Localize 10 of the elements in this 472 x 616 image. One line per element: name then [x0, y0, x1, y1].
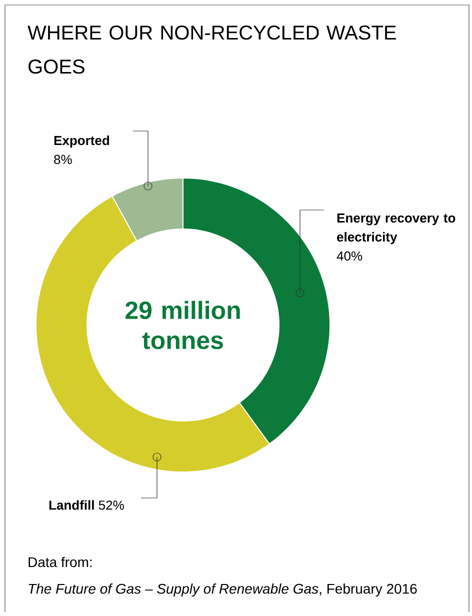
text: Data from: — [28, 556, 92, 568]
slice-label: Energy recovery to electricity — [337, 214, 456, 244]
text: The Future of Gas – Supply of Renewable Gas, February 2016 — [28, 583, 417, 597]
data-label: 52% — [98, 500, 124, 510]
data-label: 8% — [54, 154, 72, 164]
text: 29 million tonnes — [126, 300, 240, 350]
chart-title: WHERE OUR NON-RECYCLED WASTE GOES — [28, 26, 396, 74]
slice-label: Exported — [54, 136, 110, 148]
data-label: 40% — [336, 251, 362, 261]
slice-label: Landfill — [49, 500, 94, 510]
